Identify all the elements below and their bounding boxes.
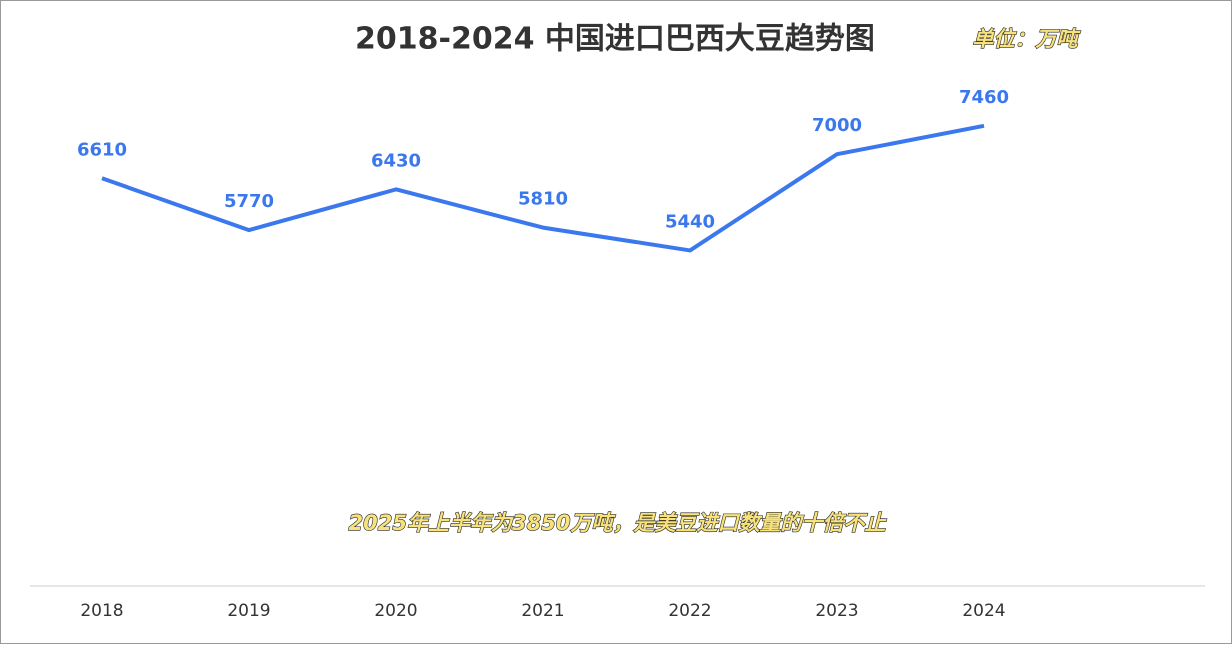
- x-tick-label: 2018: [80, 601, 123, 621]
- value-label: 5440: [665, 211, 715, 232]
- value-label: 5810: [518, 189, 568, 210]
- x-tick-label: 2024: [962, 601, 1005, 621]
- line: [101, 123, 985, 253]
- chart-title: 2018-2024 中国进口巴西大豆趋势图: [355, 22, 875, 57]
- annotation: 2025年上半年为3850万吨，是美豆进口数量的十倍不止: [349, 511, 888, 535]
- x-tick-label: 2019: [227, 601, 270, 621]
- value-label: 7460: [959, 87, 1009, 108]
- x-tick-label: 2020: [374, 601, 417, 621]
- x-tick-label: 2023: [815, 601, 858, 621]
- value-label: 6430: [371, 150, 421, 171]
- value-label: 6610: [77, 139, 127, 160]
- value-label: 7000: [812, 115, 862, 136]
- x-tick-label: 2022: [668, 601, 711, 621]
- value-label: 5770: [224, 191, 274, 212]
- unit-label: 单位：万吨: [973, 27, 1082, 51]
- x-tick-label: 2021: [521, 601, 564, 621]
